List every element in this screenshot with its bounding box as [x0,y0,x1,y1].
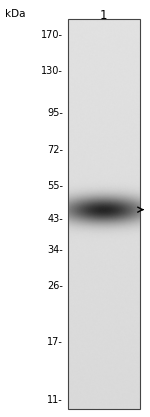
Text: 95-: 95- [47,108,63,118]
Text: 17-: 17- [47,337,63,347]
Text: kDa: kDa [5,9,25,19]
Text: 170-: 170- [41,30,63,40]
Text: 34-: 34- [47,245,63,255]
Text: 72-: 72- [47,145,63,155]
Text: 130-: 130- [41,66,63,76]
Text: 55-: 55- [47,181,63,191]
Text: 1: 1 [100,9,107,22]
Text: 11-: 11- [47,395,63,405]
Text: 26-: 26- [47,281,63,291]
Bar [68,19,140,409]
Text: 43-: 43- [47,214,63,224]
